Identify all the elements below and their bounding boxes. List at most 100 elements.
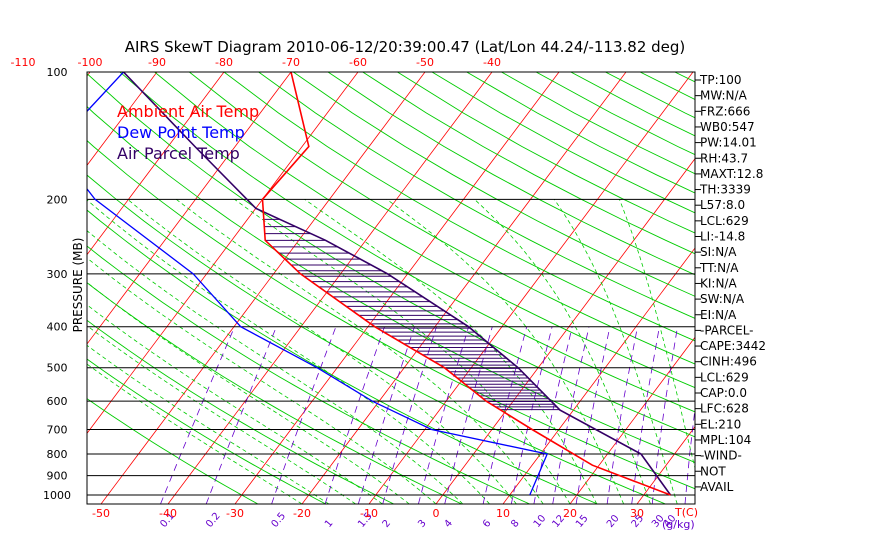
temp-tick-label-top: -90	[148, 56, 166, 69]
index-entry: KI:N/A	[700, 276, 737, 290]
isotherm-line	[636, 425, 695, 504]
temp-tick-label-bottom: 20	[563, 507, 577, 520]
moist-adiabat-line	[175, 198, 544, 504]
pressure-tick-label: 900	[47, 470, 68, 483]
chart-title: AIRS SkewT Diagram 2010-06-12/20:39:00.4…	[125, 38, 686, 56]
ambient-temp-line	[261, 72, 671, 496]
isotherm-line	[234, 72, 560, 504]
temp-tick-label-top: -50	[416, 56, 434, 69]
dry-adiabat-line	[87, 319, 394, 504]
mixing-ratio-line	[205, 326, 277, 504]
series-layer	[87, 72, 672, 496]
legend-entry: Air Parcel Temp	[117, 144, 240, 163]
isotherm-line	[0, 72, 23, 504]
moist-adiabat-line	[304, 198, 598, 504]
mixing-ratio-tick-label: 10	[532, 513, 549, 530]
mixing-ratio-tick-label: 20	[605, 513, 622, 530]
dry-adiabat-line	[362, 72, 695, 255]
dry-adiabat-line	[189, 72, 695, 365]
moist-adiabat-line	[234, 198, 571, 504]
pressure-tick-label: 1000	[43, 489, 71, 502]
index-entry: TH:3339	[699, 183, 751, 197]
index-entry: SW:N/A	[700, 292, 745, 306]
temp-tick-label-bottom: -10	[360, 507, 378, 520]
y-axis-label: PRESSURE (MB)	[71, 238, 85, 333]
plot-frame	[86, 71, 696, 505]
isotherm-line	[87, 72, 359, 434]
pressure-tick-label: 200	[47, 193, 68, 206]
mixing-ratio-tick-label: 3	[416, 518, 429, 530]
temp-tick-label-top: -70	[282, 56, 300, 69]
index-entry: EL:210	[700, 417, 741, 431]
legend-entry: Ambient Air Temp	[117, 102, 259, 121]
index-entry: SI:N/A	[700, 245, 737, 259]
mixing-ratio-line	[271, 326, 337, 504]
mixing-ratio-line	[575, 326, 611, 504]
mixing-ratio-tick-label: 8	[509, 518, 522, 530]
dry-adiabat-line	[397, 72, 695, 234]
mixing-ratio-tick-label: 4	[443, 518, 456, 530]
index-entry: MW:N/A	[700, 89, 748, 103]
moist-adiabat-line	[619, 199, 695, 470]
dry-adiabat-line	[258, 72, 695, 319]
moist-adiabat-line	[87, 281, 410, 504]
index-entry: TP:100	[699, 73, 742, 87]
moist-adiabat-line	[87, 344, 330, 504]
mixing-ratio-line	[510, 326, 553, 504]
temp-unit-label: T(C)	[674, 506, 698, 519]
index-entry: PW:14.01	[700, 136, 757, 150]
legend-entry: Dew Point Temp	[117, 123, 245, 142]
mixing-ratio-line	[324, 326, 385, 504]
index-entry: CINH:496	[700, 355, 757, 369]
moist-adiabat-line	[87, 257, 437, 504]
mixing-ratio-tick-label: 1	[323, 518, 336, 530]
pressure-tick-label: 300	[47, 268, 68, 281]
index-entry: -PARCEL-	[700, 323, 754, 337]
mixing-ratio-line	[631, 326, 660, 504]
mixing-ratio-tick-label: 0.2	[204, 511, 223, 530]
index-entry: FRZ:666	[700, 104, 750, 118]
temp-tick-label-top: -80	[215, 56, 233, 69]
isotherm-line	[569, 336, 695, 504]
isotherm-line	[167, 72, 493, 504]
mixing-ratio-line	[606, 326, 638, 504]
isotherm-line	[100, 72, 426, 504]
pressure-tick-label: 600	[47, 395, 68, 408]
mixing-ratio-line	[160, 326, 235, 504]
mixing-ratio-line	[382, 326, 437, 504]
temp-tick-label-top: -40	[483, 56, 501, 69]
pressure-tick-label: 700	[47, 424, 68, 437]
parcel-temp-line	[122, 72, 672, 496]
temp-tick-label-bottom: -20	[293, 507, 311, 520]
index-entry: CAPE:3442	[700, 339, 766, 353]
mixing-ratio-line	[651, 326, 678, 504]
pressure-tick-label: 100	[47, 66, 68, 79]
moist-adiabat-line	[474, 199, 651, 504]
mixing-ratio-line	[418, 326, 469, 504]
pressure-tick-label: 400	[47, 321, 68, 334]
isotherm-line	[502, 247, 695, 504]
index-entry: LFC:628	[700, 402, 749, 416]
legend: Ambient Air Temp Dew Point Temp Air Parcel…	[117, 102, 259, 163]
moist-adiabat-line	[87, 363, 303, 504]
mixing-ratio-tick-label: 6	[481, 518, 494, 530]
pressure-tick-label: 500	[47, 362, 68, 375]
mixing-ratio-tick-label: 0.5	[269, 511, 288, 530]
dry-adiabat-line	[87, 73, 695, 438]
temp-tick-label-bottom: -50	[92, 507, 110, 520]
temp-tick-label-top: -110	[11, 56, 36, 69]
mixing-ratio-line	[444, 326, 493, 504]
mixing-ratio-line	[482, 326, 528, 504]
index-entry: WB0:547	[700, 120, 755, 134]
isotherm-line	[301, 72, 627, 504]
isotherm-line	[87, 72, 292, 345]
temp-tick-label-bottom: 10	[496, 507, 510, 520]
temp-tick-label-bottom: -40	[159, 507, 177, 520]
isotherm-line	[87, 72, 158, 166]
mixing-ratio-unit-label: (g/kg)	[662, 518, 695, 531]
index-entry: L57:8.0	[700, 198, 745, 212]
mixing-ratio-line	[552, 326, 590, 504]
temp-tick-label-bottom: -30	[226, 507, 244, 520]
index-entry: TT:N/A	[699, 261, 739, 275]
